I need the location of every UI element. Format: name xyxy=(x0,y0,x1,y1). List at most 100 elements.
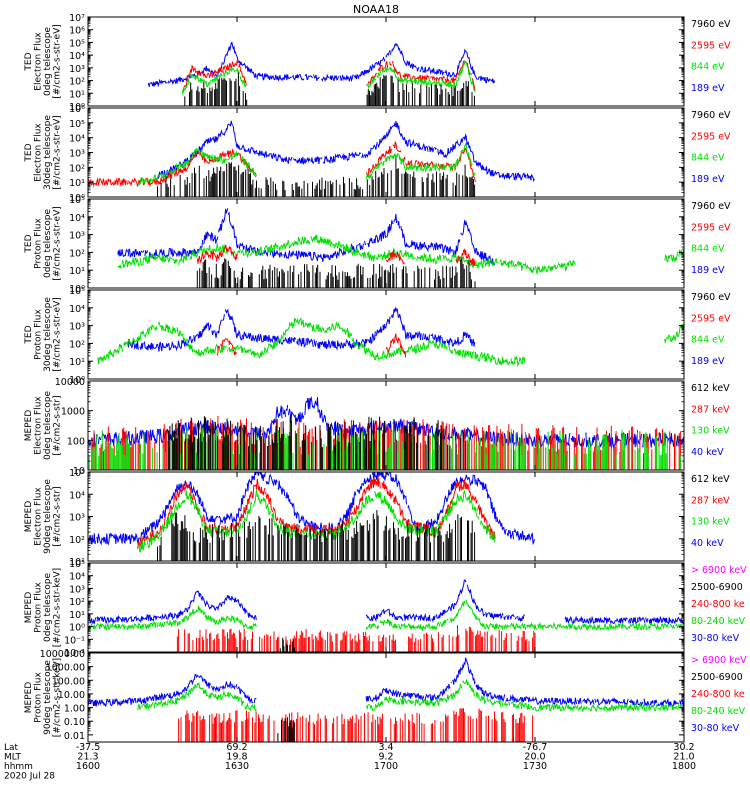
panel-2-ylabel: TED Electron Flux 30deg telescope [#/cm2-s-… xyxy=(24,115,63,190)
legend-entry: 612 keV xyxy=(691,383,730,394)
series-green-line xyxy=(97,317,684,368)
panel-2: 10⁰ 10¹ 10² 10³ 10⁴ 10⁵ 10⁶ TED Electron Flux 30d… xyxy=(24,104,731,204)
x-tick-lat: 69.2 xyxy=(226,742,247,753)
x-tick-lat: -37.5 xyxy=(76,742,101,753)
x-tick-hhmm: 1700 xyxy=(374,761,398,772)
y-tick-label: 10⁰ xyxy=(69,284,85,295)
series-blue-line xyxy=(117,208,496,266)
x-tick-lat: 3.4 xyxy=(378,742,393,753)
ylabel-line: MEPED xyxy=(24,410,34,442)
panel-8-ylabel: MEPED Proton Flux 90deg telescope [#/cm2-s-… xyxy=(24,658,63,737)
legend-entry: 189 eV xyxy=(691,265,725,276)
ylabel-line: Electron Flux xyxy=(33,396,43,455)
series-blue-line xyxy=(157,120,535,183)
legend-entry: 240-800 ke xyxy=(691,599,745,610)
series-red-line xyxy=(216,333,407,358)
ylabel-line: TED xyxy=(24,52,34,71)
y-tick-label: 10¹ xyxy=(69,357,85,368)
panel-2-data xyxy=(88,120,535,197)
legend-entry: 7960 eV xyxy=(691,201,731,212)
ylabel-line: Electron Flux xyxy=(33,487,43,546)
ylabel-line: TED xyxy=(24,234,34,253)
y-tick-label: 10⁻² xyxy=(64,648,85,659)
legend-entry: > 6900 keV xyxy=(691,655,747,666)
panel-8: 0.010.101.0010.00100.001000.0010000.00ME… xyxy=(24,649,747,743)
x-tick-hhmm: 1800 xyxy=(672,761,696,772)
ylabel-line: 0deg telescope xyxy=(43,573,53,643)
ylabel-line: 0deg telescope xyxy=(43,391,53,461)
y-tick-label: 10⁵ xyxy=(69,286,85,297)
ylabel-line: TED xyxy=(24,325,34,344)
y-tick-label: 100.00 xyxy=(52,676,85,687)
legend-entry: 40 keV xyxy=(691,538,724,549)
legend-entry: 7960 eV xyxy=(691,19,731,30)
ylabel-line: [#/cm2-s-str-keV] xyxy=(52,568,62,647)
series-blue-line xyxy=(88,657,684,708)
y-tick-label: 10⁵ xyxy=(69,119,85,130)
y-tick-label: 10² xyxy=(69,163,85,174)
legend-entry: 80-240 keV xyxy=(691,706,746,717)
x-tick-mlt: 19.8 xyxy=(226,752,247,763)
y-tick-label: 10⁴ xyxy=(69,134,85,145)
panel-8-data xyxy=(88,657,684,742)
y-tick-label: 10¹ xyxy=(69,266,85,277)
ylabel-line: 0deg telescope xyxy=(43,209,53,279)
y-tick-label: 10⁵ xyxy=(69,195,85,206)
panel-1-data xyxy=(147,41,496,106)
panel-6-data xyxy=(88,472,535,561)
y-tick-label: 10³ xyxy=(69,584,85,595)
y-tick-label: 10.00 xyxy=(58,690,85,701)
panel-3-ylabel: TED Proton Flux 0deg telescope [#/cm2-s-str… xyxy=(24,206,63,281)
y-tick-label: 10² xyxy=(69,535,85,546)
ylabel-line: [#/cm2-s-str-eV] xyxy=(52,24,62,99)
ylabel-line: MEPED xyxy=(24,682,34,714)
x-tick-lat: -76.7 xyxy=(523,742,548,753)
y-tick-label: 10² xyxy=(69,339,85,350)
panel-7-data xyxy=(88,579,684,652)
y-tick-label: 10² xyxy=(69,248,85,259)
x-row-label: Lat xyxy=(4,743,19,753)
legend-entry: 130 keV xyxy=(691,426,730,437)
y-tick-label: 10² xyxy=(69,77,85,88)
x-tick-lat: 30.2 xyxy=(673,742,694,753)
panel-7-ylabel: MEPED Proton Flux 0deg telescope [#/cm2-s-s… xyxy=(24,568,63,647)
x-tick-mlt: 21.3 xyxy=(77,752,98,763)
series-black-spikes xyxy=(196,258,476,288)
legend-entry: 2500-6900 xyxy=(691,582,743,593)
ylabel-line: [#/cm2-s-str-keV] xyxy=(52,658,62,737)
ylabel-line: 90deg telescope xyxy=(43,660,53,735)
legend-entry: 2595 eV xyxy=(691,40,731,51)
legend-entry: 130 keV xyxy=(691,517,730,528)
panel-1-ylabel: TED Electron Flux 0deg telescope [#/cm2-s-s… xyxy=(24,24,63,99)
y-tick-label: 10³ xyxy=(69,513,85,524)
y-tick-label: 10⁰ xyxy=(69,193,85,204)
ylabel-line: Electron Flux xyxy=(33,123,43,182)
ylabel-line: 30deg telescope xyxy=(43,297,53,372)
series-black-spikes xyxy=(279,637,296,652)
legend-entry: 189 eV xyxy=(691,356,725,367)
y-tick-label: 10⁶ xyxy=(69,104,85,115)
legend-entry: 2595 eV xyxy=(691,313,731,324)
y-tick-label: 10¹ xyxy=(69,89,85,100)
y-tick-label: 10⁴ xyxy=(69,490,85,501)
ylabel-line: MEPED xyxy=(24,501,34,533)
series-black-spikes xyxy=(184,72,475,106)
y-tick-label: 10 xyxy=(73,466,85,477)
y-tick-label: 10⁵ xyxy=(69,468,85,479)
series-red-line xyxy=(196,245,476,267)
series-red-spikes xyxy=(178,708,534,742)
y-tick-label: 10000 xyxy=(55,377,85,388)
y-tick-label: 10⁷ xyxy=(69,13,85,24)
ylabel-line: MEPED xyxy=(24,592,34,624)
series-red-line xyxy=(137,476,496,549)
x-tick-hhmm: 1730 xyxy=(523,761,547,772)
x-tick-mlt: 9.2 xyxy=(378,752,393,763)
series-blue-line xyxy=(88,579,684,626)
series-green-line xyxy=(181,61,476,95)
series-black-spikes xyxy=(157,157,476,197)
legend-entry: 844 eV xyxy=(691,153,725,164)
series-green-line xyxy=(137,142,476,186)
legend-entry: 7960 eV xyxy=(691,110,731,121)
